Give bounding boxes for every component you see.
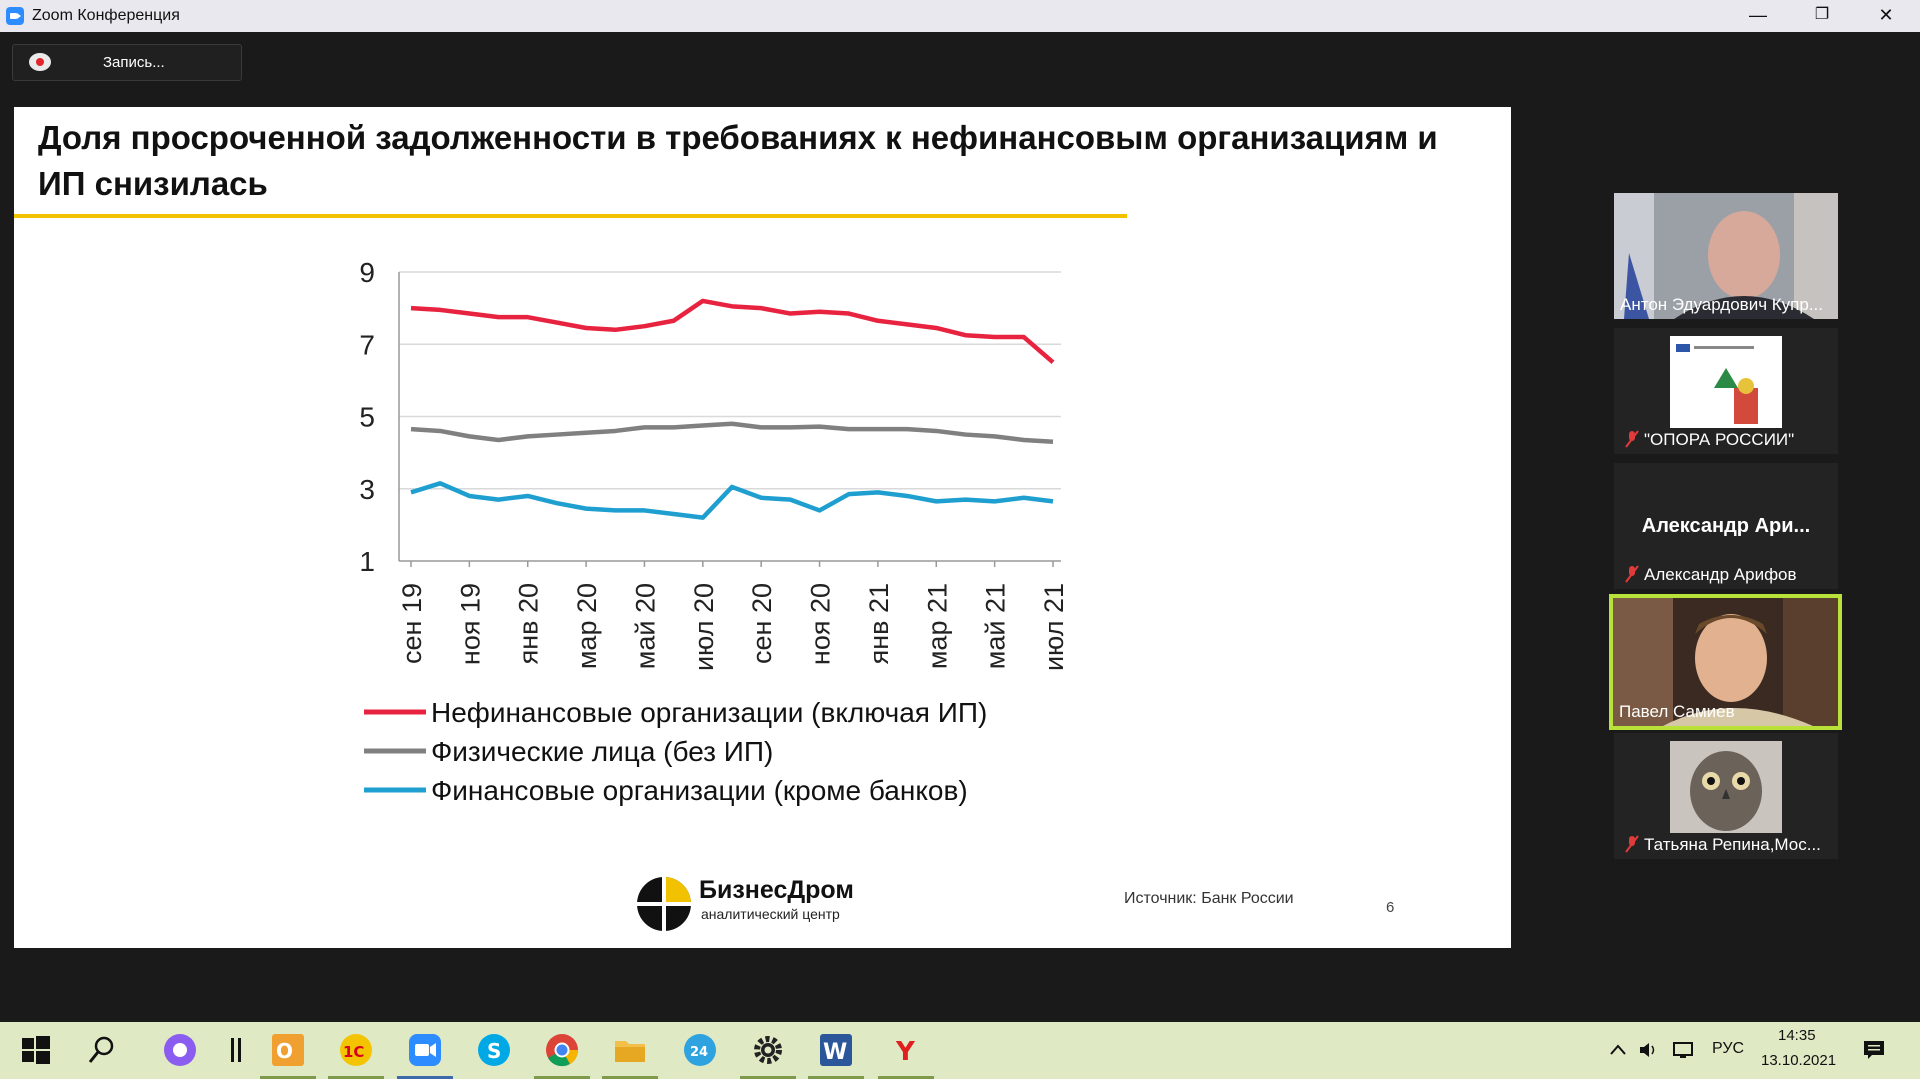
close-button[interactable]: ✕ [1878,5,1894,25]
settings-running-indicator [740,1076,796,1079]
window-titlebar: Zoom Конференция — ❐ ✕ [0,0,1920,32]
mic-muted-icon [1625,565,1639,583]
svg-text:Y: Y [895,1037,916,1067]
line-chart: 1 3 5 7 9 сен 19 ноя 19 янв 20 мар 20 май 20 июл 2… [359,257,1069,806]
24-icon[interactable]: 24 [682,1032,718,1068]
participant-display-name: Александр Ари... [1641,515,1811,537]
brand-subtitle: аналитический центр [701,906,840,922]
search-icon[interactable] [84,1032,120,1068]
y-tick-label: 1 [359,546,375,577]
series-line [410,481,1054,520]
series-line [410,298,1055,365]
svg-text:24: 24 [690,1045,708,1060]
x-tick-label: июл 20 [689,583,719,671]
svg-text:S: S [487,1039,501,1063]
legend-label: Физические лица (без ИП) [431,736,773,767]
recording-indicator[interactable]: Запись... [12,44,242,81]
slide-page-number: 6 [1386,899,1395,916]
mic-muted-icon [1625,835,1639,853]
participant-tile[interactable]: Антон Эдуардович Купр... [1614,193,1838,319]
x-tick-label: июл 21 [1039,583,1069,671]
shared-slide: Доля просроченной задолженности в требов… [14,107,1511,948]
participant-name: Антон Эдуардович Купр... [1620,295,1824,314]
source-note: Источник: Банк России [1124,890,1294,907]
minimize-button[interactable]: — [1749,5,1767,25]
x-tick-label: май 20 [630,583,660,669]
x-tick-label: сен 19 [397,583,427,664]
chevron-up-icon[interactable] [1608,1040,1628,1060]
language-indicator[interactable]: РУС [1712,1040,1745,1057]
recording-label: Запись... [103,54,165,71]
legend-label: Нефинансовые организации (включая ИП) [431,697,987,728]
participant-name: Александр Арифов [1644,565,1797,584]
network-icon[interactable] [1672,1040,1696,1060]
zoom-running-indicator [397,1076,453,1079]
explorer-icon[interactable] [612,1032,648,1068]
x-tick-label: ноя 20 [806,583,836,665]
title-underline [14,214,1127,218]
yandex-icon[interactable]: Y [888,1032,924,1068]
series-line [410,421,1054,445]
windows-taskbar: O 1C S 24 W Y РУС 14:35 13.10.2021 [0,1022,1920,1079]
svg-text:1C: 1C [343,1043,364,1061]
x-tick-label: ноя 19 [455,583,485,665]
cloud-record-icon [29,53,51,71]
y-tick-label: 7 [359,329,375,360]
cortana-icon[interactable] [162,1032,198,1068]
brand-name: БизнесДром [699,876,854,904]
x-tick-label: янв 21 [864,583,894,664]
x-tick-label: сен 20 [747,583,777,664]
word-icon[interactable]: W [818,1032,854,1068]
participant-tile-active-speaker[interactable]: Павел Самиев [1609,594,1842,730]
restore-button[interactable]: ❐ [1814,6,1830,23]
settings-icon[interactable] [750,1032,786,1068]
x-tick-label: мар 20 [572,583,602,669]
clock-date[interactable]: 13.10.2021 [1761,1052,1837,1069]
zoom-icon[interactable] [407,1032,443,1068]
participant-tile[interactable]: "ОПОРА РОССИИ" [1614,328,1838,454]
notifications-icon[interactable] [1862,1038,1886,1062]
1c-running-indicator [328,1076,384,1079]
outlook-running-indicator [260,1076,316,1079]
y-tick-label: 3 [359,474,375,505]
participant-name: "ОПОРА РОССИИ" [1644,430,1795,449]
participant-video [1613,598,1838,726]
slide-title: Доля просроченной задолженности в требов… [38,119,1438,202]
y-tick-label: 9 [359,257,375,288]
participant-tile[interactable]: Александр Ари... Александр Арифов [1614,463,1838,589]
window-title: Zoom Конференция [32,7,180,24]
clock-time[interactable]: 14:35 [1778,1027,1816,1044]
participant-name: Татьяна Репина,Мос... [1644,835,1821,854]
svg-text:O: O [276,1039,293,1063]
yandex-running-indicator [878,1076,934,1079]
participant-avatar [1614,733,1838,859]
word-running-indicator [808,1076,864,1079]
chrome-icon[interactable] [544,1032,580,1068]
outlook-icon[interactable]: O [270,1032,306,1068]
zoom-app-icon [6,7,24,25]
x-tick-label: май 21 [981,583,1011,669]
biznesdrom-logo-icon [637,877,691,931]
task-view-icon[interactable] [218,1032,254,1068]
chrome-running-indicator [534,1076,590,1079]
svg-text:W: W [823,1040,847,1065]
legend-label: Финансовые организации (кроме банков) [431,775,968,806]
x-tick-label: янв 20 [514,583,544,664]
participant-name: Павел Самиев [1619,702,1735,721]
y-tick-label: 5 [359,402,375,433]
start-icon[interactable] [18,1032,54,1068]
mic-muted-icon [1625,430,1639,448]
x-tick-label: мар 21 [922,583,952,669]
participant-tile[interactable]: Татьяна Репина,Мос... [1614,733,1838,859]
speaker-icon[interactable] [1638,1040,1660,1060]
participant-video [1614,193,1838,319]
1c-icon[interactable]: 1C [338,1032,374,1068]
skype-icon[interactable]: S [476,1032,512,1068]
explorer-running-indicator [602,1076,658,1079]
participant-avatar [1614,328,1838,454]
